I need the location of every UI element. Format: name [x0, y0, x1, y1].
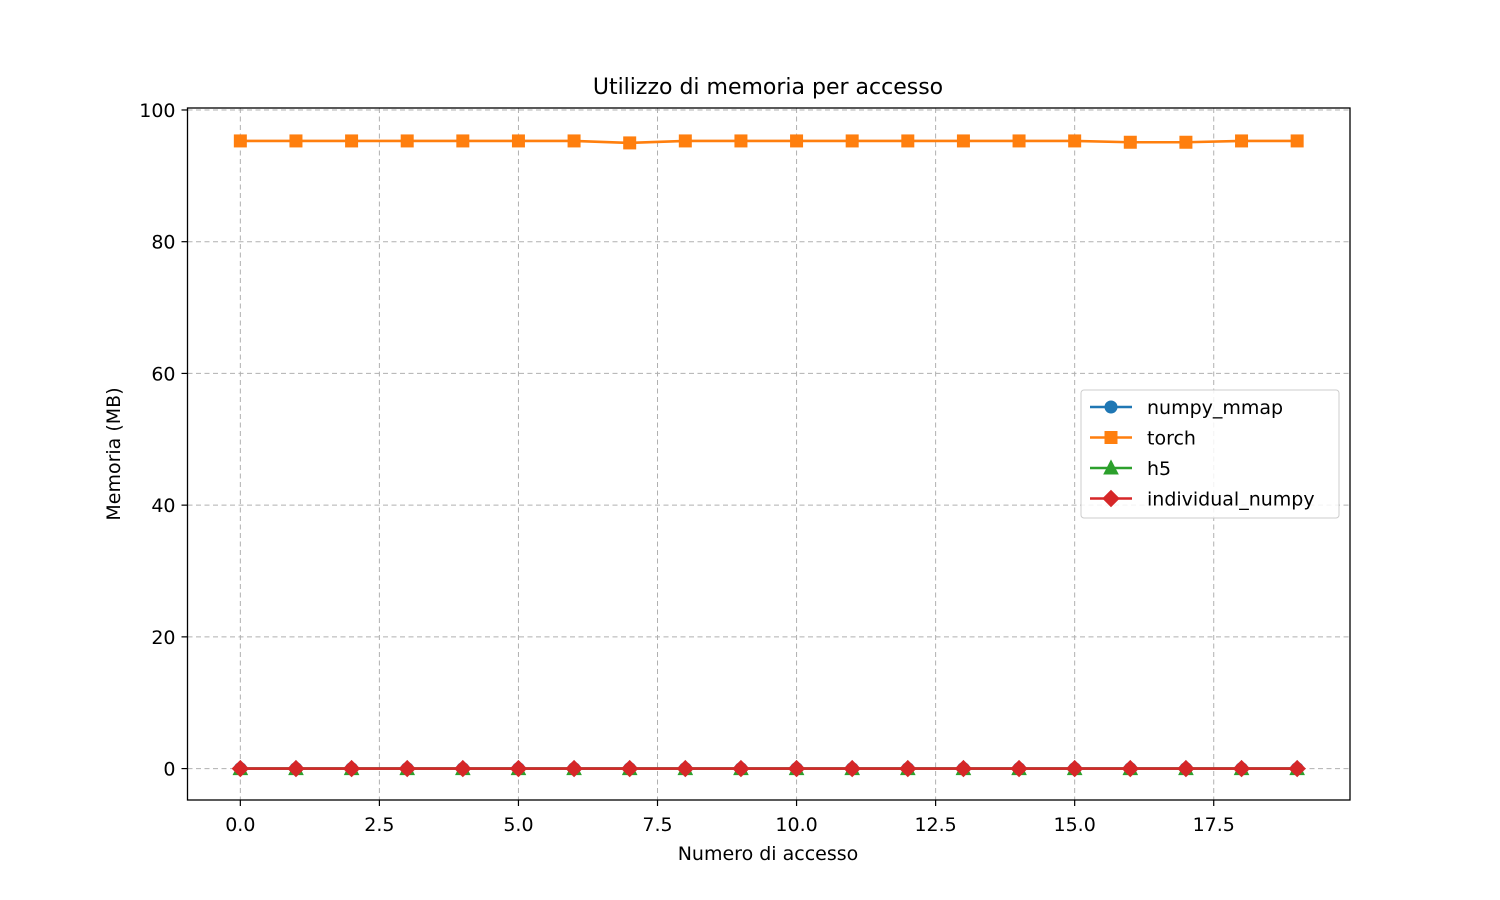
data-point-individual_numpy	[342, 759, 361, 778]
legend-marker-individual_numpy	[1102, 489, 1120, 508]
data-point-individual_numpy	[565, 759, 583, 778]
data-point-torch	[456, 134, 470, 148]
data-point-individual_numpy	[676, 759, 695, 778]
data-point-individual_numpy	[1121, 759, 1140, 778]
data-point-individual_numpy	[843, 759, 861, 778]
y-tick-label: 40	[151, 495, 175, 517]
data-point-individual_numpy	[509, 759, 528, 778]
data-point-torch	[567, 134, 581, 148]
data-point-individual_numpy	[954, 759, 973, 778]
data-point-torch	[511, 134, 525, 148]
y-tick-label: 20	[151, 627, 175, 649]
data-point-torch	[1290, 134, 1304, 148]
x-tick-label: 0.0	[225, 814, 255, 836]
legend-marker-h5	[1103, 459, 1119, 475]
x-tick-label: 7.5	[642, 814, 672, 836]
data-point-torch	[1123, 135, 1137, 149]
data-point-individual_numpy	[899, 759, 917, 778]
data-point-individual_numpy	[1177, 759, 1195, 778]
series-layer	[231, 134, 1306, 778]
data-point-torch	[233, 134, 247, 148]
y-tick-label: 80	[151, 232, 175, 254]
legend-label-individual_numpy: individual_numpy	[1147, 489, 1315, 511]
data-point-torch	[790, 134, 804, 148]
chart-title: Utilizzo di memoria per accesso	[593, 75, 943, 100]
data-point-torch	[623, 136, 637, 150]
legend-box	[1080, 389, 1340, 519]
data-point-individual_numpy	[287, 759, 305, 778]
y-axis-label: Memoria (MB)	[103, 387, 125, 520]
data-point-individual_numpy	[231, 759, 250, 778]
y-tick-label: 0	[163, 759, 175, 781]
data-point-individual_numpy	[620, 759, 639, 778]
x-axis-label: Numero di accesso	[678, 843, 859, 865]
data-point-torch	[1012, 134, 1026, 148]
legend-label-h5: h5	[1147, 458, 1171, 480]
data-point-individual_numpy	[1232, 759, 1251, 778]
legend-label-numpy_mmap: numpy_mmap	[1147, 397, 1283, 419]
data-point-individual_numpy	[1065, 759, 1084, 778]
series-individual_numpy	[231, 759, 1306, 778]
series-torch	[233, 134, 1304, 150]
data-point-individual_numpy	[398, 759, 416, 778]
legend-label-torch: torch	[1147, 428, 1196, 450]
data-point-torch	[400, 134, 414, 148]
data-point-individual_numpy	[1010, 759, 1028, 778]
data-point-torch	[901, 134, 915, 148]
x-tick-label: 15.0	[1054, 814, 1096, 836]
data-point-torch	[345, 134, 359, 148]
x-tick-label: 5.0	[503, 814, 533, 836]
x-tick-label: 2.5	[364, 814, 394, 836]
data-point-torch	[845, 134, 859, 148]
data-point-individual_numpy	[1288, 759, 1306, 778]
data-point-torch	[1235, 134, 1249, 148]
data-point-torch	[956, 134, 970, 148]
x-tick-label: 12.5	[914, 814, 956, 836]
plot-frame	[186, 107, 1351, 801]
data-point-torch	[1179, 135, 1193, 149]
data-point-individual_numpy	[732, 759, 750, 778]
data-point-individual_numpy	[454, 759, 472, 778]
x-tick-label: 10.0	[775, 814, 817, 836]
data-point-torch	[289, 134, 303, 148]
y-tick-label: 60	[151, 363, 175, 385]
legend-marker-numpy_mmap	[1104, 400, 1118, 414]
data-point-torch	[678, 134, 692, 148]
data-point-torch	[1068, 134, 1082, 148]
y-tick-label: 100	[139, 100, 175, 122]
legend-marker-torch	[1104, 431, 1118, 444]
data-point-individual_numpy	[787, 759, 806, 778]
axis-ticks: 0.0 2.5 5.0 7.5 10.0 12.5 15.0 17.5 0 20 40 60 80 100	[139, 100, 1235, 836]
series-line-torch	[240, 139, 1298, 145]
data-point-torch	[734, 134, 748, 148]
x-tick-label: 17.5	[1193, 814, 1235, 836]
